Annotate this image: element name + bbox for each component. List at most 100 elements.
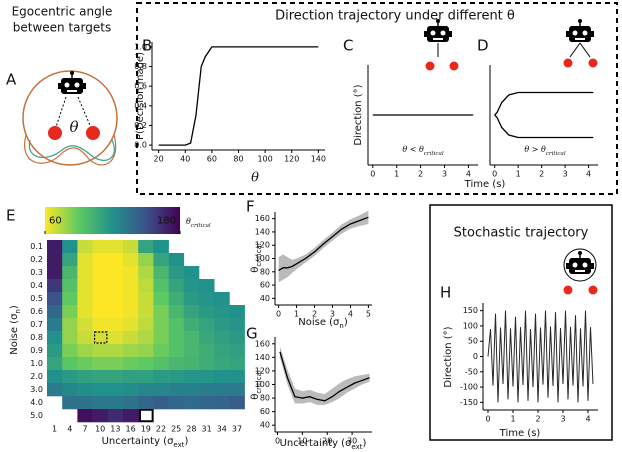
heatmap-cell bbox=[92, 279, 109, 293]
y-tick-label: 0.6 bbox=[134, 82, 147, 91]
x-axis-label-part: Uncertainty (σ bbox=[102, 436, 175, 447]
x-axis-label: θ bbox=[251, 171, 259, 186]
colorbar-tick-label: 180 bbox=[157, 216, 176, 227]
y-tick-label: 120 bbox=[255, 241, 270, 250]
sight-line bbox=[54, 96, 67, 131]
heatmap-cell bbox=[77, 266, 93, 280]
heatmap-cell bbox=[92, 318, 109, 332]
heatmap-cell bbox=[123, 409, 139, 423]
heatmap-cell bbox=[92, 266, 109, 280]
y-axis-label-part: critical bbox=[255, 243, 263, 266]
x-tick-label: 34 bbox=[217, 425, 227, 434]
heatmap-cell bbox=[107, 370, 124, 384]
heatmap-cell bbox=[138, 357, 154, 371]
heatmap-cell bbox=[153, 383, 169, 397]
heatmap-cell bbox=[77, 357, 93, 371]
heatmap-cell bbox=[138, 305, 154, 319]
annotation-part: θ > θ bbox=[524, 145, 546, 154]
heatmap-cell bbox=[107, 266, 124, 280]
y-tick-label: -150 bbox=[460, 398, 478, 407]
y-tick-label: 0.6 bbox=[30, 307, 43, 316]
y-tick-label: 50 bbox=[468, 337, 478, 346]
heatmap-cell bbox=[77, 331, 93, 345]
heatmap-cell bbox=[107, 240, 124, 254]
x-axis-label: Time (s) bbox=[499, 428, 541, 439]
heatmap-cell bbox=[77, 292, 93, 306]
panel-letter: G bbox=[246, 325, 258, 343]
y-tick-label: 0 bbox=[473, 352, 478, 361]
y-tick-label: 1.0 bbox=[134, 42, 147, 51]
heatmap-cell bbox=[123, 370, 139, 384]
y-tick-label: 0.1 bbox=[30, 242, 43, 251]
annotation-part: θ < θ bbox=[402, 145, 424, 154]
y-tick-label: 40 bbox=[260, 421, 270, 430]
y-tick-label: 0.9 bbox=[30, 346, 43, 355]
y-axis-label: Direction (°) bbox=[443, 326, 454, 387]
y-tick-label: 100 bbox=[463, 321, 478, 330]
panel-letter: B bbox=[142, 37, 152, 55]
error-band bbox=[278, 210, 369, 283]
heatmap-cell bbox=[107, 253, 124, 267]
x-tick-label: 16 bbox=[126, 425, 136, 434]
x-axis-label-part: ) bbox=[344, 317, 348, 328]
heatmap-cell bbox=[153, 318, 169, 332]
heatmap-cell bbox=[214, 318, 230, 332]
x-tick-label: 3 bbox=[330, 310, 335, 319]
heatmap-cell bbox=[123, 396, 139, 410]
heatmap-cell bbox=[77, 383, 93, 397]
heatmap-cell bbox=[92, 383, 109, 397]
heatmap-cell bbox=[123, 357, 139, 371]
annotation: θ < θcritical bbox=[402, 145, 444, 157]
y-tick-label: 80 bbox=[260, 394, 270, 403]
heatmap-cell bbox=[199, 357, 215, 371]
heatmap-cell bbox=[153, 240, 169, 254]
x-tick-label: 120 bbox=[284, 155, 299, 164]
x-axis-label: Uncertainty (σext) bbox=[280, 438, 367, 451]
x-tick-label: 22 bbox=[156, 425, 166, 434]
y-axis-label: θcritical bbox=[250, 243, 263, 273]
heatmap-cell bbox=[214, 331, 230, 345]
heatmap-cell bbox=[92, 370, 109, 384]
arrow bbox=[569, 42, 581, 58]
heatmap-cell bbox=[214, 344, 230, 358]
x-tick-label: 25 bbox=[171, 425, 181, 434]
y-tick-label: 0.8 bbox=[134, 62, 147, 71]
x-tick-label: 4 bbox=[348, 310, 353, 319]
title-a: Egocentric angle bbox=[12, 5, 113, 19]
heatmap-cell bbox=[138, 240, 154, 254]
heatmap-cell bbox=[199, 344, 215, 358]
heatmap-cell bbox=[62, 344, 78, 358]
heatmap-cell bbox=[92, 292, 109, 306]
x-axis-label: Uncertainty (σext) bbox=[102, 436, 189, 449]
heatmap-cell bbox=[229, 344, 245, 358]
x-tick-label: 7 bbox=[82, 425, 87, 434]
annotation: θ > θcritical bbox=[524, 145, 566, 157]
heatmap-cell bbox=[62, 396, 78, 410]
heatmap-cell bbox=[168, 279, 185, 293]
x-tick-label: 0 bbox=[275, 437, 280, 446]
x-tick-label: 31 bbox=[202, 425, 212, 434]
heatmap-cell bbox=[107, 383, 124, 397]
heatmap-cell bbox=[183, 292, 200, 306]
heatmap-cell bbox=[168, 305, 185, 319]
heatmap-cell bbox=[107, 357, 124, 371]
x-tick-label: 10 bbox=[95, 425, 105, 434]
heatmap-cell bbox=[138, 370, 154, 384]
heatmap-cell bbox=[138, 292, 154, 306]
heatmap-cell bbox=[123, 318, 139, 332]
panel-letter: D bbox=[477, 37, 489, 55]
heatmap-cell bbox=[77, 279, 93, 293]
x-tick-label: 2 bbox=[418, 170, 423, 179]
heatmap-cell bbox=[62, 357, 78, 371]
x-axis-label-part: Noise (σ bbox=[298, 317, 340, 328]
heatmap-cell bbox=[92, 409, 109, 423]
heatmap-cell bbox=[199, 305, 215, 319]
heatmap-cell bbox=[153, 292, 169, 306]
heatmap-cell bbox=[199, 370, 215, 384]
y-tick-label: 160 bbox=[255, 214, 270, 223]
heatmap-cell bbox=[168, 266, 185, 280]
x-tick-label: 0 bbox=[370, 170, 375, 179]
x-tick-label: 40 bbox=[180, 155, 190, 164]
heatmap-cell bbox=[183, 344, 200, 358]
